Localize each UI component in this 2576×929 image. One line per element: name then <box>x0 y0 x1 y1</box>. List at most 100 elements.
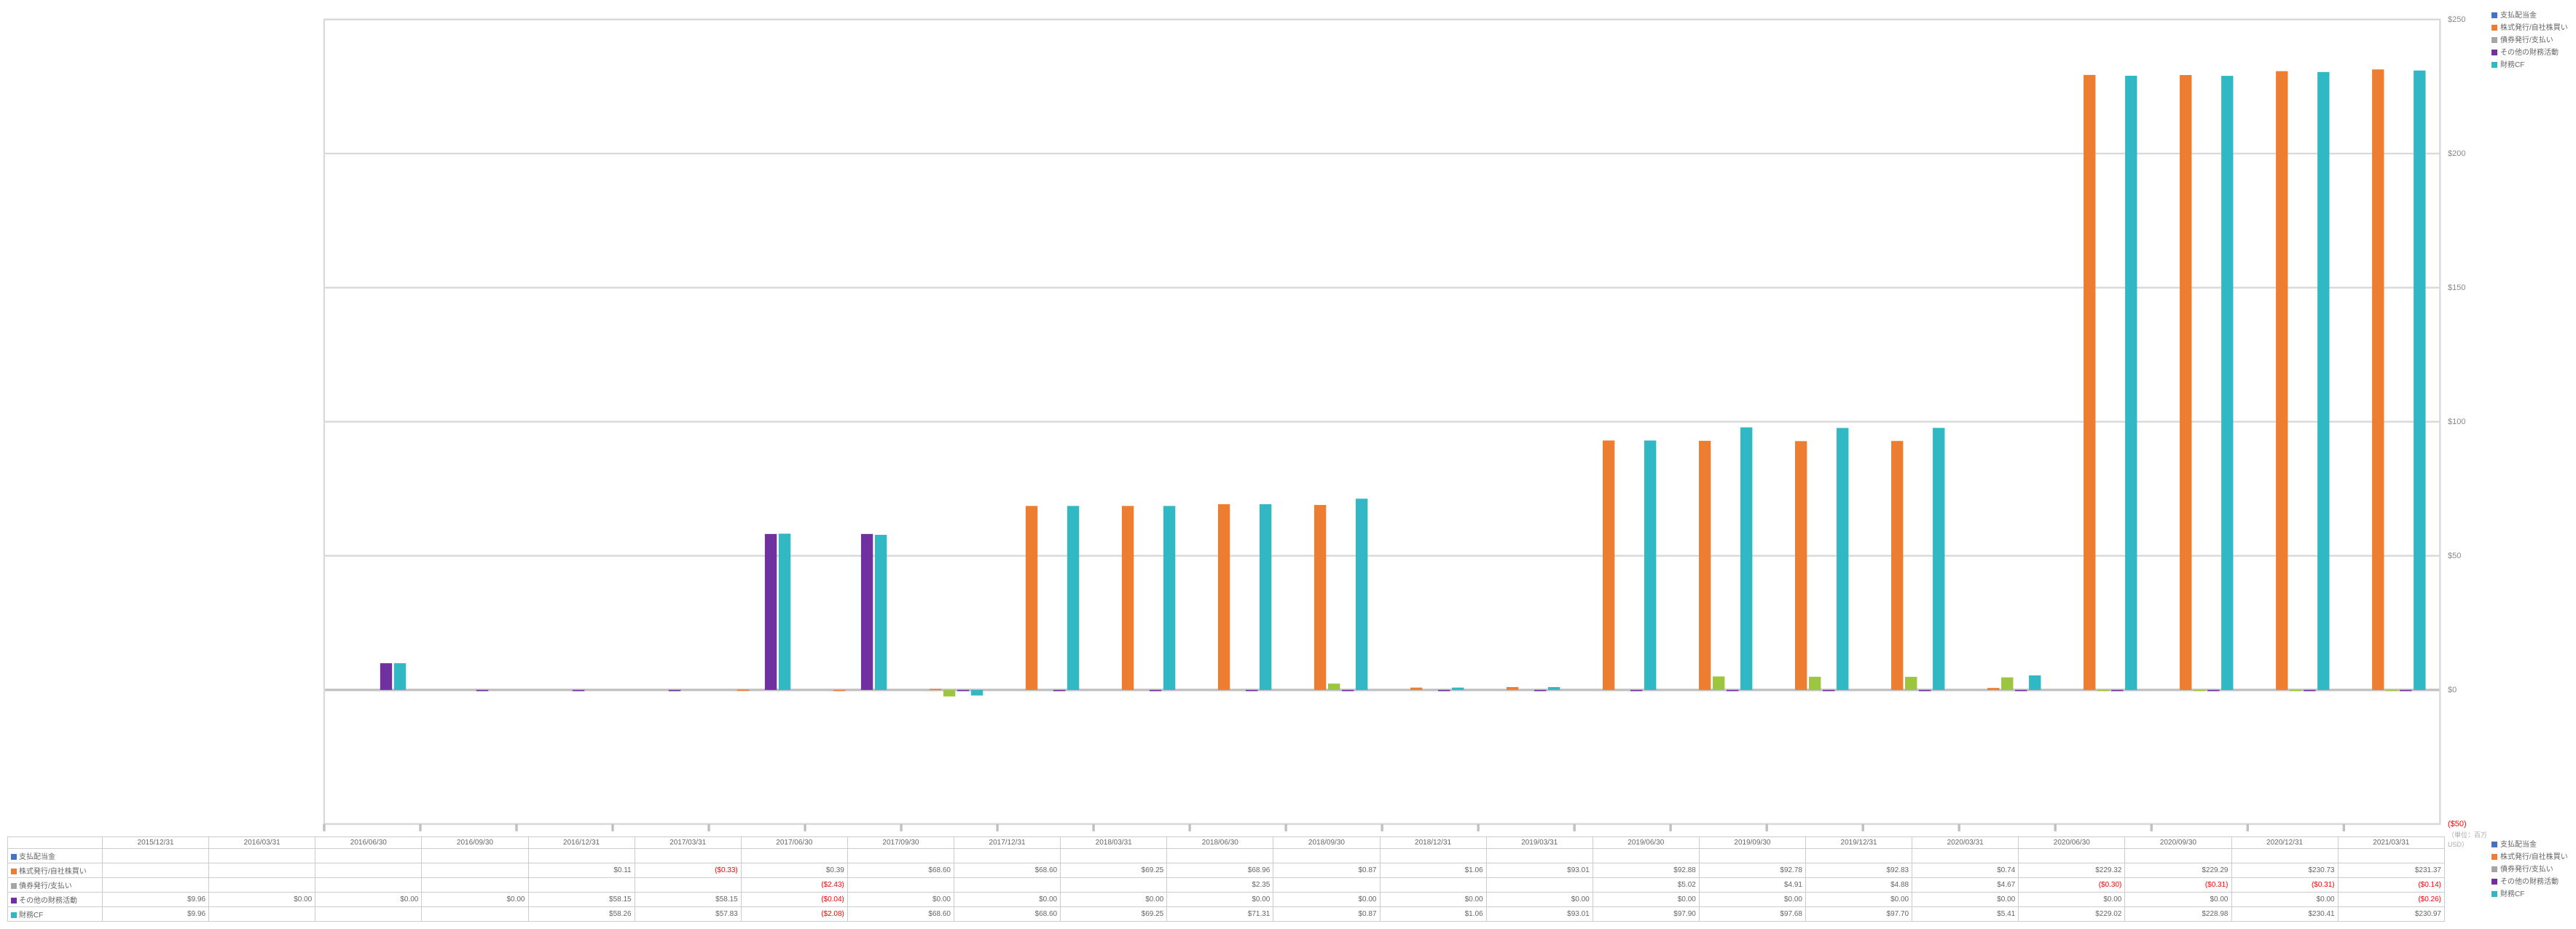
bar <box>1410 688 1422 690</box>
data-cell: $9.96 <box>103 892 209 906</box>
bar <box>1809 677 1821 690</box>
data-cell <box>103 877 209 892</box>
legend-label: 債券発行/支払い <box>2500 36 2553 44</box>
y-tick-label: $200 <box>2448 149 2465 158</box>
data-cell: $0.87 <box>1273 863 1380 877</box>
column-header: 2020/03/31 <box>1912 836 2019 848</box>
data-cell: $231.37 <box>2338 863 2444 877</box>
y-tick-label: ($50) <box>2448 820 2467 828</box>
column-header: 2016/03/31 <box>209 836 315 848</box>
column-header: 2019/09/30 <box>1699 836 1805 848</box>
y-tick-label: $50 <box>2448 552 2461 560</box>
data-cell: $93.01 <box>1486 863 1593 877</box>
data-cell: $1.06 <box>1380 863 1486 877</box>
legend-label: 財務CF <box>2500 890 2524 898</box>
column-header: 2019/12/31 <box>1806 836 1912 848</box>
data-cell <box>1061 848 1167 863</box>
bar <box>2015 690 2027 691</box>
data-cell: $71.31 <box>1167 906 1273 921</box>
legend-label: 株式発行/自社株買い <box>2500 24 2568 32</box>
data-cell: $0.00 <box>1380 892 1486 906</box>
column-header: 2015/12/31 <box>103 836 209 848</box>
legend-marker-icon <box>2491 842 2497 847</box>
data-cell <box>847 877 954 892</box>
data-cell <box>1273 877 1380 892</box>
data-cell: ($0.14) <box>2338 877 2444 892</box>
bar <box>943 690 955 697</box>
data-cell: $4.91 <box>1699 877 1805 892</box>
data-cell: $58.15 <box>635 892 741 906</box>
legend-label: 支払配当金 <box>2500 841 2537 849</box>
legend-marker-icon <box>2491 25 2497 31</box>
column-header: 2020/09/30 <box>2125 836 2231 848</box>
bar <box>1150 690 1161 691</box>
data-cell: $92.83 <box>1806 863 1912 877</box>
data-cell: $0.74 <box>1912 863 2019 877</box>
data-cell: $229.29 <box>2125 863 2231 877</box>
bar <box>2194 690 2205 691</box>
table-row: 債券発行/支払い($2.43)$2.35$5.02$4.91$4.88$4.67… <box>8 877 2445 892</box>
data-cell: $57.83 <box>635 906 741 921</box>
bar <box>1218 504 1230 690</box>
data-cell <box>422 877 528 892</box>
data-cell <box>1486 848 1593 863</box>
series-label: 債券発行/支払い <box>19 882 72 890</box>
column-header: 2021/03/31 <box>2338 836 2444 848</box>
cashflow-chart: ($50)$0$50$100$150$200$250（単位：百万USD） 支払配… <box>7 7 2569 922</box>
table-row: その他の財務活動$9.96$0.00$0.00$0.00$58.15$58.15… <box>8 892 2445 906</box>
series-label: 株式発行/自社株買い <box>19 868 87 876</box>
column-header: 2019/03/31 <box>1486 836 1593 848</box>
data-cell <box>635 848 741 863</box>
data-cell <box>1912 848 2019 863</box>
legend-item: 株式発行/自社株買い <box>2491 850 2569 861</box>
column-header: 2019/06/30 <box>1593 836 1699 848</box>
bar <box>875 535 887 690</box>
data-cell <box>2125 848 2231 863</box>
data-cell: ($2.43) <box>741 877 847 892</box>
bar <box>2400 690 2411 691</box>
data-cell <box>1061 877 1167 892</box>
bar <box>2125 76 2137 690</box>
row-header: 株式発行/自社株買い <box>8 863 103 877</box>
data-cell: $0.00 <box>209 892 315 906</box>
data-cell <box>422 863 528 877</box>
data-cell <box>422 906 528 921</box>
bar <box>1356 498 1367 689</box>
bar <box>1548 687 1560 690</box>
bar <box>1933 428 1944 690</box>
legend-marker-icon <box>2491 12 2497 18</box>
bar <box>2317 72 2329 690</box>
series-marker-icon <box>11 854 17 860</box>
row-header: 債券発行/支払い <box>8 877 103 892</box>
column-header: 2018/09/30 <box>1273 836 1380 848</box>
table-row: 支払配当金 <box>8 848 2445 863</box>
data-cell: $229.32 <box>2019 863 2125 877</box>
data-cell: $230.97 <box>2338 906 2444 921</box>
bar <box>1823 690 1834 691</box>
data-cell <box>315 906 422 921</box>
bar <box>1644 441 1656 690</box>
data-cell: ($0.30) <box>2019 877 2125 892</box>
bar-chart-svg <box>7 7 2445 836</box>
data-cell: $92.78 <box>1699 863 1805 877</box>
legend-marker-icon <box>2491 50 2497 55</box>
data-cell: $0.00 <box>847 892 954 906</box>
series-label: 財務CF <box>19 912 43 920</box>
bar <box>1067 506 1079 689</box>
column-header: 2020/06/30 <box>2019 836 2125 848</box>
legend-label: その他の財務活動 <box>2500 878 2559 886</box>
bar <box>861 534 873 690</box>
data-cell: $0.00 <box>1912 892 2019 906</box>
bar <box>2111 690 2123 691</box>
legend-marker-icon <box>2491 854 2497 860</box>
bar <box>1713 676 1724 689</box>
data-cell: $0.00 <box>1806 892 1912 906</box>
legend-marker-icon <box>2491 62 2497 68</box>
data-cell: $68.96 <box>1167 863 1273 877</box>
data-cell <box>315 877 422 892</box>
legend-item: 支払配当金 <box>2491 9 2569 20</box>
data-cell: $68.60 <box>847 863 954 877</box>
bar <box>1837 428 1848 690</box>
column-header: 2016/06/30 <box>315 836 422 848</box>
series-label: 支払配当金 <box>19 853 55 861</box>
